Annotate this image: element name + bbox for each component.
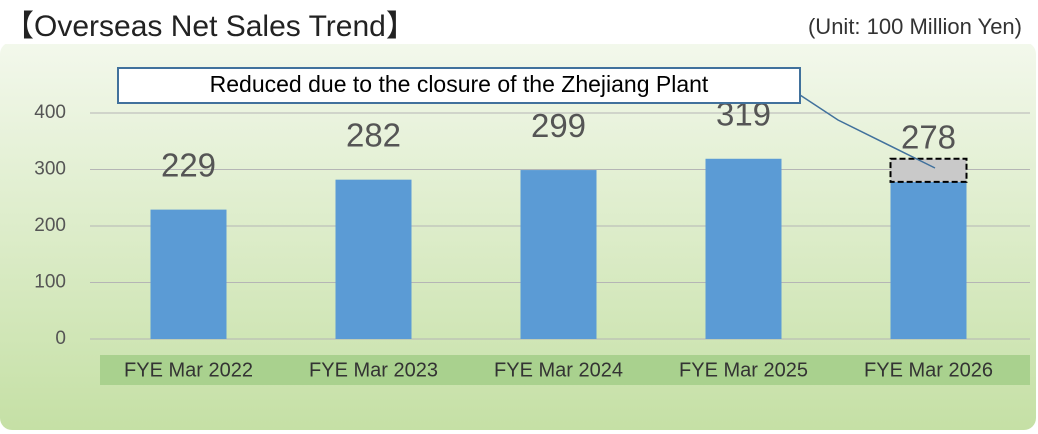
- bar: [150, 209, 227, 339]
- unit-label: (Unit: 100 Million Yen): [808, 14, 1022, 39]
- leader-line: [799, 94, 936, 169]
- bar: [520, 170, 597, 339]
- annotation-box: [117, 67, 801, 104]
- x-tick-label: FYE Mar 2024: [494, 359, 623, 381]
- bar: [335, 179, 412, 339]
- annotation-text: Reduced due to the closure of the Zhejia…: [210, 71, 709, 97]
- y-tick-label: 100: [34, 272, 66, 293]
- bar: [705, 158, 782, 339]
- y-tick-label: 400: [34, 102, 66, 123]
- x-tick-label: FYE Mar 2022: [124, 359, 253, 381]
- data-label: 278: [901, 119, 956, 156]
- y-tick-label: 200: [34, 215, 66, 236]
- x-tick-label: FYE Mar 2023: [309, 359, 438, 381]
- data-label: 282: [346, 116, 401, 153]
- x-tick-label: FYE Mar 2026: [864, 359, 993, 381]
- reduction-box: [889, 157, 968, 183]
- header-bg: [0, 0, 1038, 44]
- x-label-band: [100, 355, 1030, 385]
- chart-title: 【Overseas Net Sales Trend】: [4, 10, 416, 43]
- data-label: 299: [531, 107, 586, 144]
- x-tick-label: FYE Mar 2025: [679, 359, 808, 381]
- y-tick-label: 300: [34, 159, 66, 180]
- data-label: 229: [161, 146, 216, 183]
- bar: [890, 181, 967, 339]
- y-tick-label: 0: [55, 328, 66, 349]
